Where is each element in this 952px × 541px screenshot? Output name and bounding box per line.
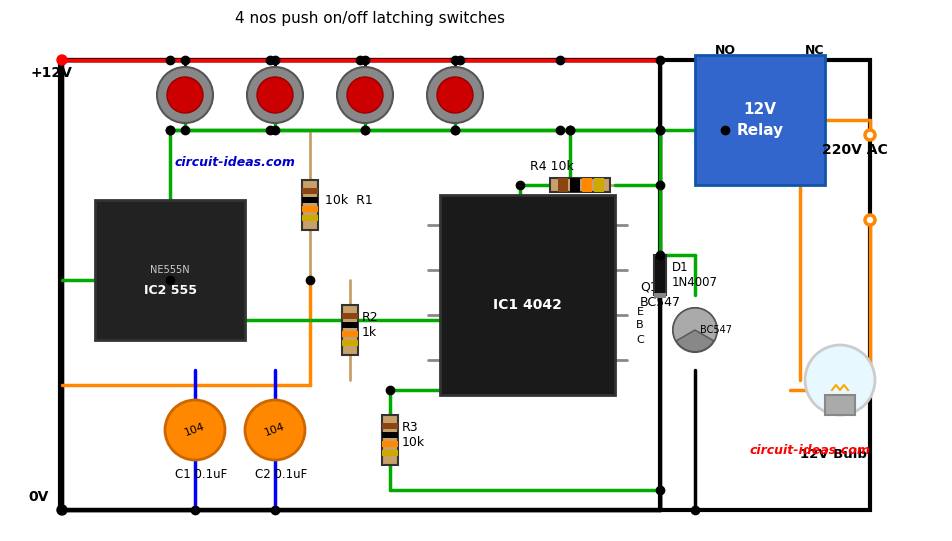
Bar (342, 322, 358, 328)
Bar (302, 188, 318, 194)
Bar (382, 423, 398, 429)
Text: Relay: Relay (737, 122, 783, 137)
Text: Q1
BC547: Q1 BC547 (640, 281, 681, 309)
Bar (302, 180, 318, 230)
Bar (440, 195, 615, 395)
Circle shape (337, 67, 393, 123)
Text: 12V: 12V (744, 102, 777, 117)
Circle shape (673, 308, 717, 352)
Bar (342, 340, 358, 346)
Circle shape (427, 67, 483, 123)
Text: 4 nos push on/off latching switches: 4 nos push on/off latching switches (235, 10, 505, 25)
Circle shape (165, 400, 225, 460)
Text: 10k  R1: 10k R1 (325, 194, 373, 207)
Text: B: B (636, 320, 644, 330)
Circle shape (805, 345, 875, 415)
Bar (570, 178, 580, 192)
Text: C2 0.1uF: C2 0.1uF (255, 469, 307, 481)
Text: IC2 555: IC2 555 (144, 283, 196, 296)
Bar (342, 313, 358, 319)
Text: NO: NO (715, 43, 736, 56)
Circle shape (57, 55, 67, 65)
Bar (382, 450, 398, 456)
Bar (302, 206, 318, 212)
Text: R3
10k: R3 10k (402, 421, 426, 449)
Circle shape (167, 77, 203, 113)
Circle shape (257, 77, 293, 113)
Text: circuit-ideas.com: circuit-ideas.com (750, 444, 871, 457)
Bar (654, 255, 666, 295)
Text: NE555N: NE555N (150, 265, 189, 275)
Text: NC: NC (805, 43, 824, 56)
Bar (695, 55, 825, 185)
Bar (558, 178, 568, 192)
Bar (582, 178, 592, 192)
Bar (382, 415, 398, 465)
Circle shape (347, 77, 383, 113)
Bar (95, 200, 245, 340)
Text: 104: 104 (184, 421, 207, 438)
Text: C: C (636, 335, 644, 345)
Bar (654, 293, 666, 298)
Bar (382, 441, 398, 447)
Circle shape (866, 131, 874, 139)
Text: R4 10k: R4 10k (530, 161, 574, 174)
Text: +12V: +12V (30, 66, 71, 80)
Text: D1
1N4007: D1 1N4007 (672, 261, 718, 289)
Text: 0V: 0V (28, 490, 49, 504)
Bar (382, 432, 398, 438)
Circle shape (437, 77, 473, 113)
Text: C1 0.1uF: C1 0.1uF (175, 469, 228, 481)
Circle shape (57, 505, 67, 515)
Bar (342, 331, 358, 337)
Circle shape (245, 400, 305, 460)
Text: E: E (637, 307, 644, 317)
Bar (342, 305, 358, 355)
Bar (550, 178, 610, 192)
Bar (60, 60, 870, 510)
Text: IC1 4042: IC1 4042 (493, 298, 562, 312)
Circle shape (866, 216, 874, 224)
Circle shape (157, 67, 213, 123)
Bar (594, 178, 604, 192)
Wedge shape (673, 308, 717, 341)
Text: 220V AC: 220V AC (823, 143, 888, 157)
Text: R2
1k: R2 1k (362, 311, 379, 339)
Text: 12V Bulb: 12V Bulb (800, 448, 867, 461)
Text: circuit-ideas.com: circuit-ideas.com (175, 156, 296, 169)
Text: BC547: BC547 (700, 325, 732, 335)
Bar (302, 215, 318, 221)
Bar (302, 197, 318, 203)
Circle shape (247, 67, 303, 123)
Text: 104: 104 (264, 421, 287, 438)
Bar (825, 395, 855, 415)
